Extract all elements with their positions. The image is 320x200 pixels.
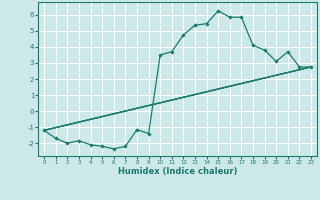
X-axis label: Humidex (Indice chaleur): Humidex (Indice chaleur)	[118, 167, 237, 176]
